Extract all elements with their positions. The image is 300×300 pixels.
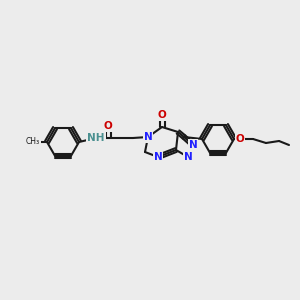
Text: N: N <box>144 132 152 142</box>
Text: O: O <box>158 110 166 120</box>
Text: N: N <box>189 140 197 150</box>
Text: CH₃: CH₃ <box>26 137 40 146</box>
Text: N: N <box>154 152 162 162</box>
Text: N: N <box>184 152 192 162</box>
Text: O: O <box>103 121 112 131</box>
Text: NH: NH <box>87 133 105 143</box>
Text: O: O <box>236 134 244 144</box>
